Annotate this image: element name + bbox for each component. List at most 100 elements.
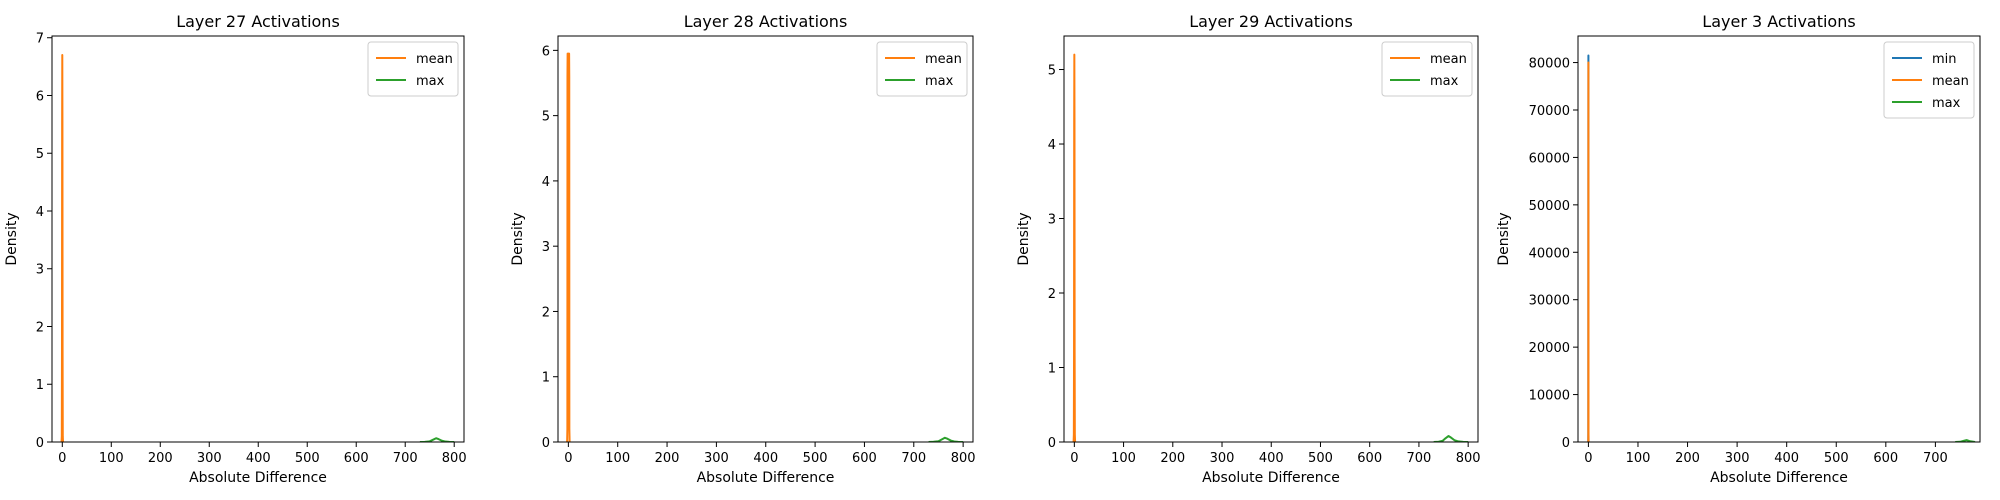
x-tick-label: 500 <box>295 451 320 466</box>
y-tick-label: 1 <box>36 378 44 393</box>
x-tick-label: 400 <box>1774 451 1799 466</box>
x-tick-label: 100 <box>605 451 630 466</box>
y-tick-label: 0 <box>36 436 44 451</box>
y-axis-label: Density <box>4 212 20 265</box>
legend: min mean max <box>1883 41 1975 119</box>
legend: mean max <box>876 41 968 97</box>
subplot-3: Layer 29 Activations 0 100 200 300 400 500 600 7… <box>1016 12 1481 486</box>
x-tick-label: 800 <box>442 451 467 466</box>
legend: mean max <box>1381 41 1473 97</box>
x-axis-label: Absolute Difference <box>697 470 835 486</box>
x-tick-label: 600 <box>852 451 877 466</box>
y-tick-label: 6 <box>36 89 44 104</box>
subplot-2: Layer 28 Activations 0 100 200 300 400 500 600 7… <box>510 12 976 486</box>
x-tick-label: 500 <box>1824 451 1849 466</box>
legend-box <box>367 41 459 97</box>
legend-label-max: max <box>1932 96 1961 111</box>
x-tick-label: 800 <box>951 451 976 466</box>
y-tick-label: 5 <box>542 110 550 125</box>
legend: mean max <box>367 41 459 97</box>
x-tick-label: 600 <box>344 451 369 466</box>
x-axis-label: Absolute Difference <box>1710 470 1848 486</box>
subplot-title: Layer 28 Activations <box>684 12 848 31</box>
y-tick-label: 0 <box>542 436 550 451</box>
x-tick-label: 300 <box>197 451 222 466</box>
axes-frame <box>51 35 465 443</box>
y-tick-label: 20000 <box>1529 341 1570 356</box>
x-tick-label: 700 <box>393 451 418 466</box>
axes-frame <box>1063 35 1479 443</box>
y-tick-label: 2 <box>36 320 44 335</box>
subplot-title: Layer 27 Activations <box>176 12 340 31</box>
subplot-title: Layer 29 Activations <box>1189 12 1353 31</box>
x-tick-label: 200 <box>1160 451 1185 466</box>
x-tick-label: 200 <box>148 451 173 466</box>
y-tick-label: 3 <box>36 263 44 278</box>
y-tick-label: 0 <box>1562 436 1570 451</box>
y-tick-label: 60000 <box>1529 151 1570 166</box>
y-tick-label: 70000 <box>1529 104 1570 119</box>
y-tick-label: 10000 <box>1529 389 1570 404</box>
x-tick-label: 0 <box>564 451 572 466</box>
x-tick-label: 800 <box>1456 451 1481 466</box>
x-tick-label: 700 <box>1407 451 1432 466</box>
legend-label-mean: mean <box>1430 52 1467 67</box>
legend-label-mean: mean <box>1932 74 1969 89</box>
x-tick-label: 300 <box>704 451 729 466</box>
legend-label-mean: mean <box>416 52 453 67</box>
x-tick-label: 400 <box>753 451 778 466</box>
y-tick-label: 5 <box>1048 64 1056 79</box>
y-tick-label: 3 <box>542 240 550 255</box>
y-axis-label: Density <box>1496 212 1512 265</box>
y-tick-label: 1 <box>542 371 550 386</box>
x-tick-label: 0 <box>58 451 66 466</box>
series-line-max <box>1433 435 1469 442</box>
subplot-title: Layer 3 Activations <box>1702 12 1855 31</box>
axes-frame <box>557 35 974 443</box>
legend-label-max: max <box>1430 74 1459 89</box>
x-axis-label: Absolute Difference <box>1202 470 1340 486</box>
y-tick-label: 3 <box>1048 213 1056 228</box>
y-tick-label: 4 <box>1048 138 1056 153</box>
y-tick-label: 0 <box>1048 436 1056 451</box>
y-tick-label: 1 <box>1048 362 1056 377</box>
y-tick-label: 2 <box>542 305 550 320</box>
axes-frame <box>1577 35 1981 443</box>
x-tick-label: 300 <box>1210 451 1235 466</box>
y-tick-label: 4 <box>36 205 44 220</box>
y-tick-label: 50000 <box>1529 199 1570 214</box>
y-axis-label: Density <box>510 212 526 265</box>
x-tick-label: 0 <box>1584 451 1592 466</box>
series-line-max <box>928 436 964 442</box>
legend-box <box>876 41 968 97</box>
x-tick-label: 700 <box>1923 451 1948 466</box>
series-line-max <box>419 437 455 442</box>
legend-label-mean: mean <box>925 52 962 67</box>
x-tick-label: 500 <box>1308 451 1333 466</box>
x-tick-label: 300 <box>1725 451 1750 466</box>
y-tick-label: 30000 <box>1529 294 1570 309</box>
x-tick-label: 0 <box>1070 451 1078 466</box>
y-axis-label: Density <box>1016 212 1032 265</box>
x-tick-label: 400 <box>1259 451 1284 466</box>
x-tick-label: 200 <box>655 451 680 466</box>
subplot-1: Layer 27 Activations 0 100 200 300 400 500 600 7… <box>4 12 467 486</box>
x-axis-label: Absolute Difference <box>189 470 327 486</box>
subplot-4: Layer 3 Activations 0 100 200 300 400 500 600 70… <box>1496 12 1981 486</box>
legend-box <box>1883 41 1975 119</box>
y-tick-label: 40000 <box>1529 246 1570 261</box>
legend-label-min: min <box>1932 52 1957 67</box>
y-tick-label: 7 <box>36 32 44 47</box>
x-tick-label: 100 <box>1626 451 1651 466</box>
x-tick-label: 100 <box>99 451 124 466</box>
legend-label-max: max <box>416 74 445 89</box>
y-tick-label: 4 <box>542 175 550 190</box>
legend-label-max: max <box>925 74 954 89</box>
series-line-mean <box>566 52 571 442</box>
x-tick-label: 600 <box>1357 451 1382 466</box>
x-tick-label: 100 <box>1111 451 1136 466</box>
y-tick-label: 6 <box>542 44 550 59</box>
y-tick-label: 5 <box>36 147 44 162</box>
x-tick-label: 700 <box>901 451 926 466</box>
